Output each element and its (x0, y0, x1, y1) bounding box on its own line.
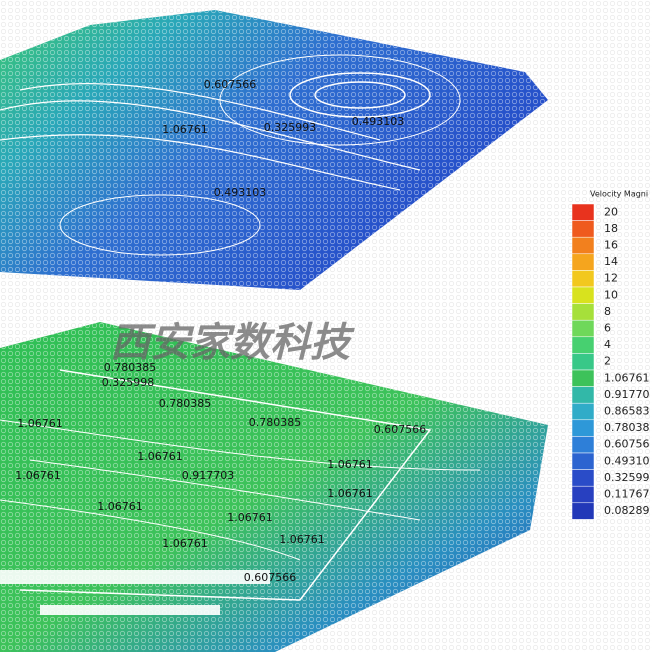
legend-label: 0.32599 (604, 471, 650, 484)
contour-label: 1.06761 (97, 500, 143, 513)
contour-label: 1.06761 (137, 450, 183, 463)
contour-label: 1.06761 (327, 487, 373, 500)
legend-label: 10 (604, 288, 618, 301)
legend-label: 14 (604, 255, 618, 268)
legend-label: 8 (604, 305, 611, 318)
contour-label: 1.06761 (227, 511, 273, 524)
legend-swatch (571, 270, 595, 288)
contour-label: 0.607566 (244, 571, 297, 584)
contour-label: 0.607566 (374, 423, 427, 436)
contour-label: 0.780385 (104, 361, 157, 374)
legend-title: Velocity Magni (590, 190, 648, 199)
legend-swatch (571, 469, 595, 487)
legend-label: 12 (604, 272, 618, 285)
legend-swatch (571, 286, 595, 304)
legend-swatch (571, 220, 595, 238)
legend-swatch (571, 336, 595, 354)
contour-label: 1.06761 (162, 123, 208, 136)
legend-swatch (571, 402, 595, 421)
legend: Velocity Magni 20 18 16 14 12 10 8 6 4 2 1.06761 0.… (571, 190, 650, 520)
contour-label: 0.607566 (204, 78, 257, 91)
legend-label: 0.78038 (604, 421, 650, 434)
legend-swatch (571, 319, 595, 338)
contour-label: 1.06761 (279, 533, 325, 546)
legend-label: 0.91770 (604, 388, 650, 401)
legend-swatch (571, 369, 595, 387)
legend-swatch (571, 502, 595, 520)
legend-swatch (571, 203, 595, 221)
legend-swatch (571, 236, 595, 255)
legend-swatch (571, 436, 595, 454)
legend-label: 20 (604, 205, 618, 218)
legend-label: 16 (604, 239, 618, 252)
contour-label: 0.325998 (102, 376, 155, 389)
legend-label: 0.11767 (604, 488, 650, 501)
legend-swatch (571, 485, 595, 504)
contour-label: 0.780385 (159, 397, 212, 410)
contour-label: 1.06761 (327, 458, 373, 471)
legend-swatch (571, 253, 595, 271)
legend-label: 0.60756 (604, 438, 650, 451)
contour-label: 1.06761 (15, 469, 61, 482)
bottom-plane (0, 322, 548, 652)
contour-label: 0.493103 (214, 186, 267, 199)
legend-label: 0.49310 (604, 454, 650, 467)
contour-label: 0.917703 (182, 469, 235, 482)
contour-label: 0.780385 (249, 416, 302, 429)
legend-swatch (571, 386, 595, 404)
legend-swatch (571, 353, 595, 371)
legend-label: 0.86583 (604, 405, 650, 418)
legend-label: 18 (604, 222, 618, 235)
contour-label: 0.325993 (264, 121, 317, 134)
contour-label: 0.493103 (352, 115, 405, 128)
legend-swatch (571, 303, 595, 321)
legend-label: 2 (604, 355, 611, 368)
legend-label: 4 (604, 338, 611, 351)
watermark: 西安家数科技 (110, 320, 355, 366)
legend-label: 1.06761 (604, 371, 650, 384)
legend-swatch (571, 452, 595, 470)
legend-label: 0.08289 (604, 504, 650, 517)
legend-label: 6 (604, 322, 611, 335)
contour-label: 1.06761 (17, 417, 63, 430)
contour-label: 1.06761 (162, 537, 208, 550)
legend-swatch (571, 419, 595, 437)
top-plane (0, 10, 548, 290)
